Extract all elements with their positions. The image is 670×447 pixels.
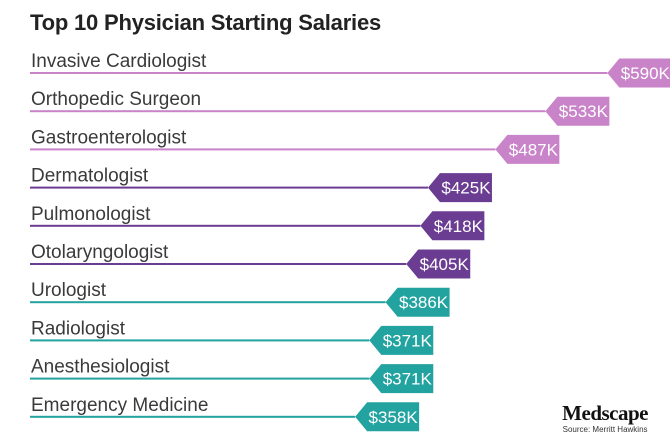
value-tag [495, 134, 560, 164]
bar-row: Pulmonologist $418K [30, 204, 485, 241]
bar-row: Orthopedic Surgeon $533K [30, 89, 610, 126]
bar-line [30, 186, 428, 189]
bar-line [30, 224, 421, 227]
bar-line [30, 72, 608, 74]
value-label: $425K [441, 179, 491, 198]
bar-row: Urologist $386K [30, 280, 450, 317]
chart-title: Top 10 Physician Starting Salaries [30, 10, 382, 35]
bar-row: Dermatologist $425K [30, 166, 492, 203]
bar-line [30, 301, 386, 304]
category-label: Anesthesiologist [31, 357, 170, 378]
bar-row: Gastroenterologist $487K [30, 127, 560, 164]
bar-row: Radiologist $371K [30, 318, 434, 355]
bar-row: Invasive Cardiologist $590K [30, 51, 670, 88]
value-label: $358K [369, 408, 419, 427]
value-tag [427, 173, 492, 203]
value-label: $371K [383, 331, 433, 350]
value-label: $590K [621, 64, 670, 83]
bar-line [30, 110, 546, 113]
brand-block: Medscape Source: Merritt Hawkins [562, 402, 648, 434]
value-tag [369, 364, 434, 394]
medscape-logo: Medscape [562, 401, 648, 425]
source-note: Source: Merritt Hawkins [562, 425, 648, 434]
category-label: Radiologist [31, 318, 126, 339]
bar-line [30, 377, 370, 380]
bar-line [30, 263, 407, 265]
value-tag [406, 249, 471, 279]
value-tag [385, 287, 450, 317]
value-label: $371K [383, 370, 433, 389]
value-tag [545, 96, 610, 126]
value-tag [355, 402, 420, 432]
value-label: $418K [434, 217, 484, 236]
bar-line [30, 415, 356, 418]
bar-row: Anesthesiologist $371K [30, 357, 434, 394]
bar-line [30, 148, 496, 151]
value-tag [369, 325, 434, 355]
category-label: Invasive Cardiologist [31, 51, 207, 72]
category-label: Dermatologist [31, 166, 149, 187]
category-label: Gastroenterologist [31, 127, 187, 148]
value-label: $487K [509, 140, 559, 159]
category-label: Orthopedic Surgeon [31, 89, 201, 110]
value-tag [420, 211, 485, 241]
value-label: $533K [559, 102, 609, 121]
bar-line [30, 339, 370, 342]
category-label: Pulmonologist [31, 204, 151, 225]
value-label: $405K [420, 255, 470, 274]
value-label: $386K [399, 293, 449, 312]
category-label: Urologist [31, 280, 107, 301]
bar-row: Emergency Medicine $358K [30, 395, 420, 432]
bar-row: Otolaryngologist $405K [30, 242, 471, 279]
value-tag [607, 58, 670, 88]
category-label: Emergency Medicine [31, 395, 208, 416]
category-label: Otolaryngologist [31, 242, 169, 263]
